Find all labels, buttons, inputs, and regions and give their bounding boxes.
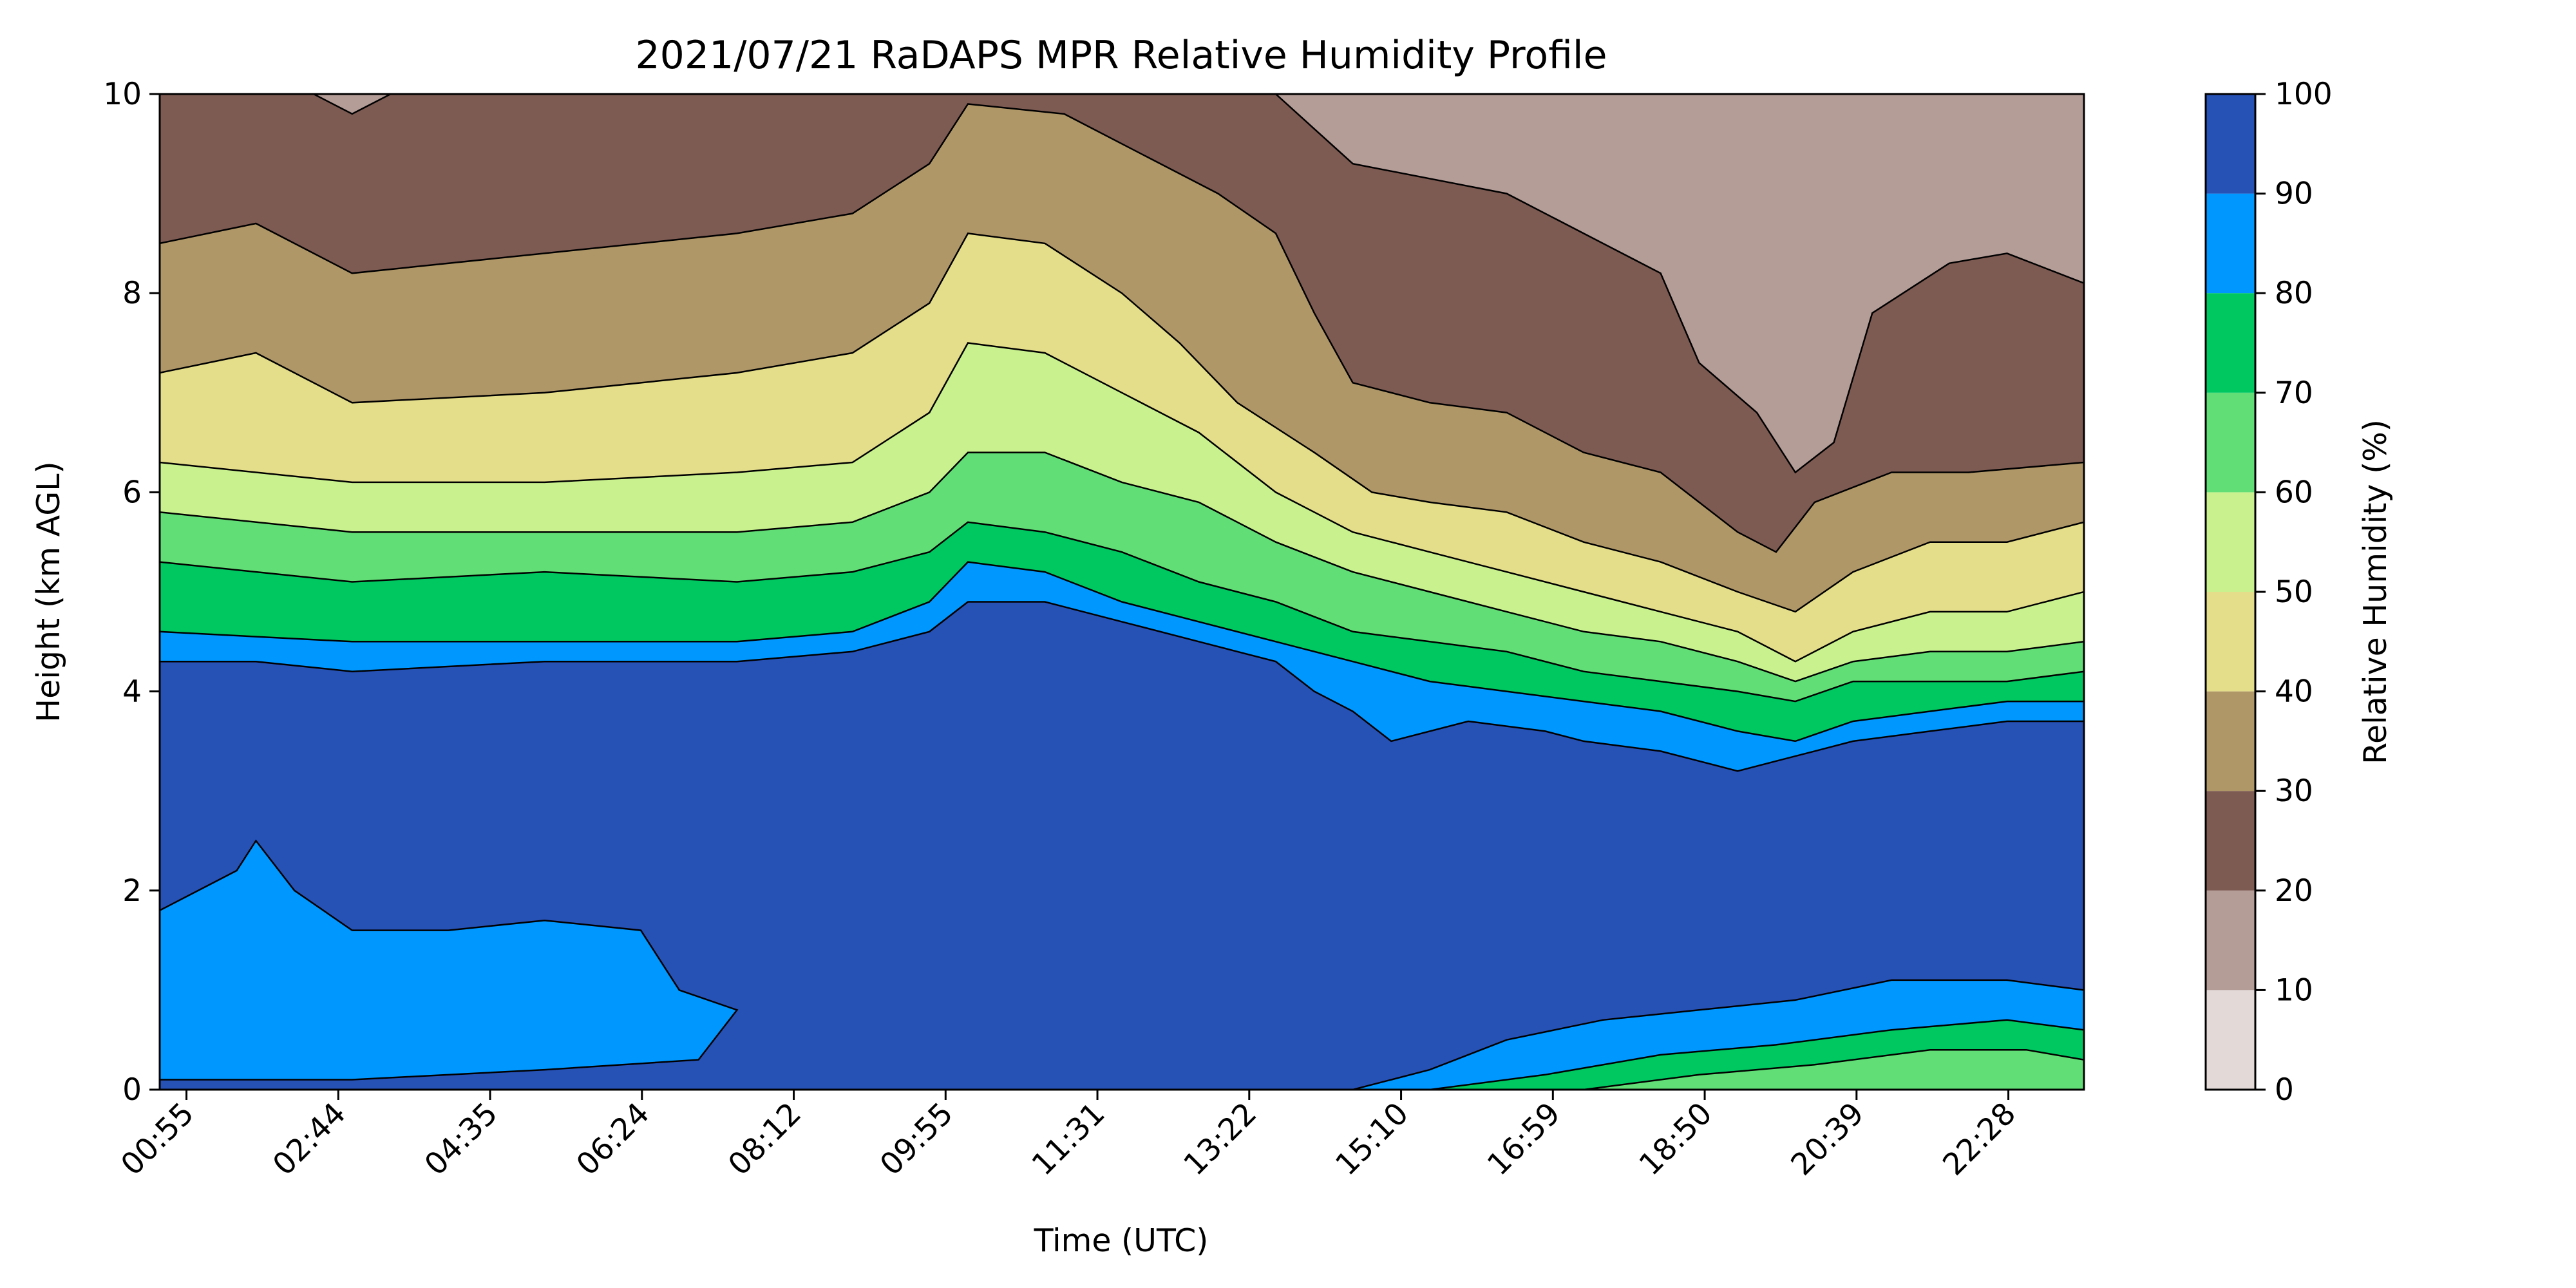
plot-area — [160, 94, 2084, 1090]
colorbar-swatch — [2206, 193, 2255, 294]
colorbar-tick-label: 20 — [2275, 873, 2313, 909]
moist-morning-region — [160, 839, 739, 1081]
colorbar-swatch — [2206, 990, 2255, 1090]
y-tick-label: 10 — [103, 77, 142, 112]
colorbar-swatch — [2206, 791, 2255, 891]
x-tick-label: 16:59 — [1481, 1096, 1567, 1183]
colorbar-swatch — [2206, 691, 2255, 791]
y-tick-label: 4 — [122, 674, 142, 710]
colorbar-tick-label: 80 — [2275, 276, 2313, 311]
x-tick-label: 04:35 — [418, 1096, 505, 1183]
chart-title: 2021/07/21 RaDAPS MPR Relative Humidity … — [636, 33, 1607, 78]
colorbar-tick-label: 70 — [2275, 375, 2313, 411]
colorbar-swatch — [2206, 890, 2255, 990]
x-tick-label: 15:10 — [1329, 1096, 1416, 1183]
plot-frame — [158, 93, 2085, 1091]
x-tick-label: 08:12 — [721, 1096, 808, 1183]
x-axis-label: Time (UTC) — [1034, 1222, 1209, 1259]
colorbar-swatch — [2206, 392, 2255, 493]
y-tick-label: 8 — [122, 276, 142, 311]
colorbar-tick-label: 90 — [2275, 176, 2313, 212]
y-axis-label: Height (km AGL) — [30, 461, 67, 722]
x-tick-label: 09:55 — [873, 1096, 960, 1183]
colorbar-tick-label: 60 — [2275, 475, 2313, 510]
colorbar-swatch — [2206, 94, 2255, 194]
colorbar: 0 10 20 30 40 50 60 70 80 90 100 — [2204, 77, 2333, 1108]
x-tick-label: 22:28 — [1936, 1096, 2023, 1183]
colorbar-swatch — [2206, 592, 2255, 692]
colorbar-tick-label: 10 — [2275, 972, 2313, 1008]
colorbar-label: Relative Humidity (%) — [2357, 419, 2394, 764]
evening-inner-layer-1 — [1583, 1048, 2084, 1090]
colorbar-tick-label: 30 — [2275, 773, 2313, 809]
x-tick-label: 18:50 — [1633, 1096, 1719, 1183]
colorbar-tick-label: 40 — [2275, 674, 2313, 710]
x-tick-label: 20:39 — [1785, 1096, 1871, 1183]
x-tick-label: 13:22 — [1177, 1096, 1264, 1183]
y-tick-label: 6 — [122, 475, 142, 510]
colorbar-swatch — [2206, 492, 2255, 592]
colorbar-tick-label: 0 — [2275, 1072, 2294, 1108]
y-tick-label: 0 — [122, 1072, 142, 1108]
x-tick-label: 00:55 — [114, 1096, 201, 1183]
y-axis: 0 2 4 6 8 10 — [103, 77, 160, 1108]
x-tick-label: 11:31 — [1025, 1096, 1112, 1183]
colorbar-swatch — [2206, 293, 2255, 393]
colorbar-tick-label: 50 — [2275, 574, 2313, 610]
colorbar-tick-label: 100 — [2275, 77, 2333, 112]
x-tick-label: 06:24 — [570, 1096, 657, 1183]
y-tick-label: 2 — [122, 873, 142, 909]
x-axis: 00:55 02:44 04:35 06:24 08:12 09:55 11:31 13:22… — [114, 1090, 2023, 1182]
x-tick-label: 02:44 — [266, 1096, 353, 1183]
